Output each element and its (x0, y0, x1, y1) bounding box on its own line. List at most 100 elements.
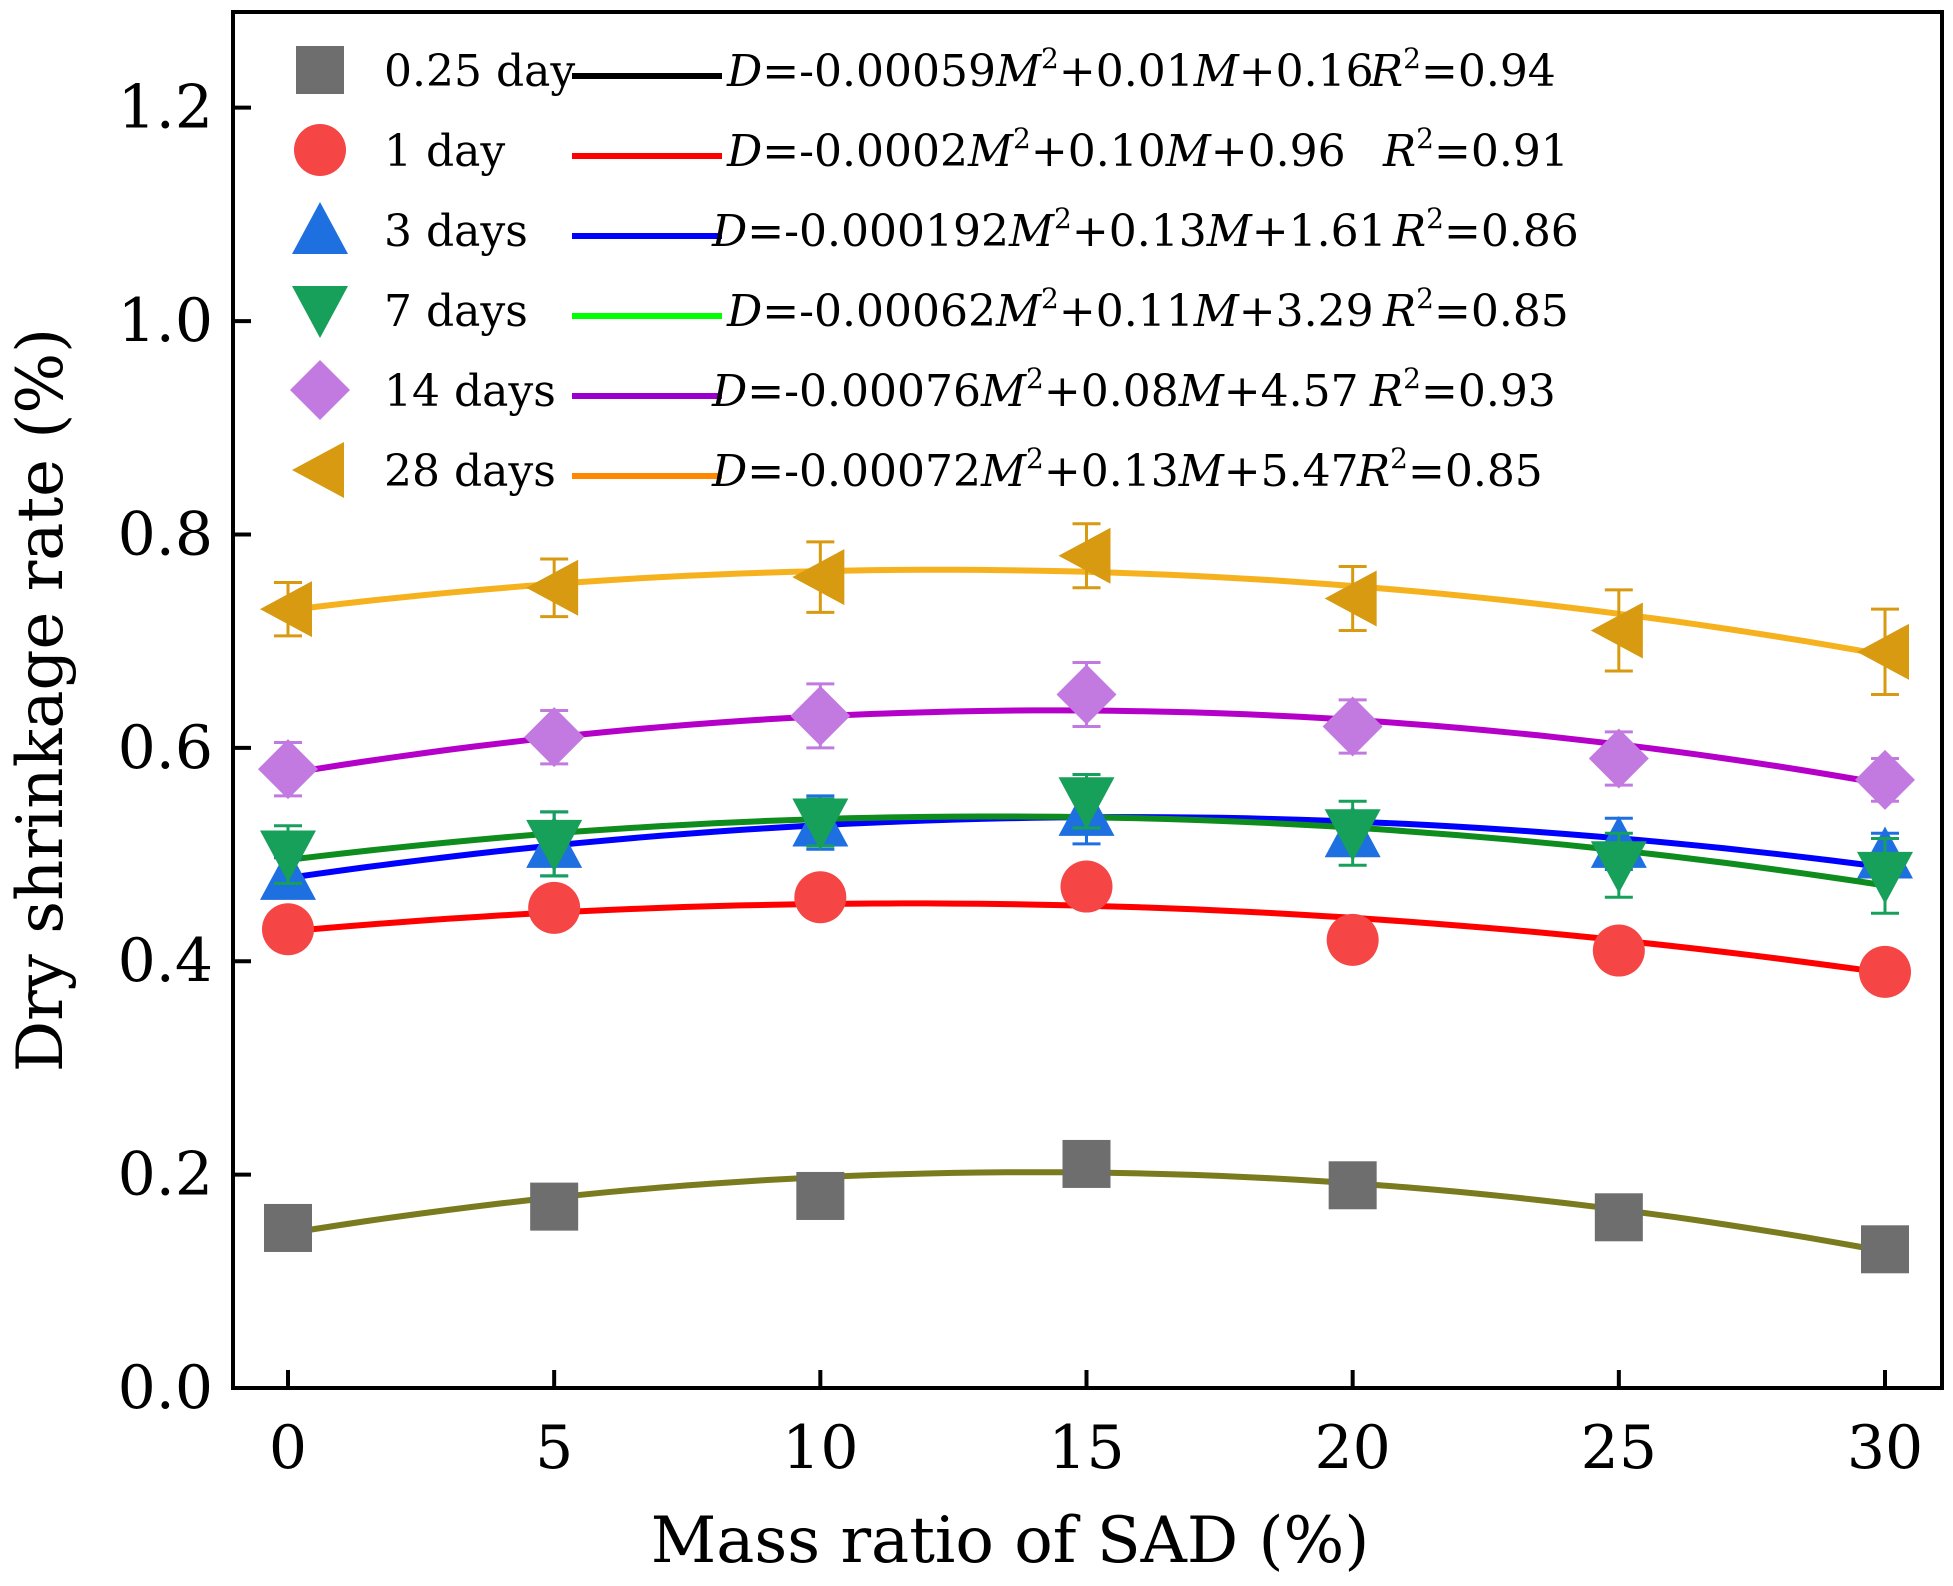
r2-part: R (1392, 206, 1426, 257)
equation-part: +3.29 (1239, 286, 1374, 337)
x-tick-label: 0 (269, 1413, 307, 1483)
fit-curve-1 (287, 900, 1886, 976)
legend-equation-5: D=-0.00072M2+0.13M+5.47 (711, 442, 1359, 497)
equation-part: +0.08 (1044, 366, 1179, 417)
r2-part: 2 (1390, 442, 1408, 475)
data-point (1056, 664, 1117, 725)
equation-part: +0.16 (1239, 46, 1374, 97)
equation-part: D (726, 46, 762, 97)
data-point (1060, 860, 1113, 913)
equation-part: 2 (1026, 362, 1044, 395)
data-point (1324, 570, 1377, 627)
equation-part: =-0.00062 (762, 286, 996, 337)
data-point (262, 903, 314, 956)
y-tick-label: 0.0 (118, 1353, 213, 1423)
data-point (530, 1182, 579, 1231)
equation-part: M (1193, 46, 1240, 97)
equation-part: +0.01 (1059, 46, 1194, 97)
data-point (1058, 527, 1111, 584)
equation-part: M (1206, 206, 1253, 257)
legend-marker-5 (292, 442, 344, 498)
y-tick-label: 0.2 (118, 1140, 213, 1210)
x-tick-label: 15 (1048, 1413, 1124, 1483)
data-point (1322, 696, 1383, 757)
legend-marker-3 (292, 286, 348, 338)
data-point (794, 871, 847, 924)
equation-part: 2 (1054, 202, 1072, 235)
legend-label-5: 28 days (384, 446, 556, 497)
r2-part: =0.94 (1421, 46, 1556, 97)
equation-part: +0.11 (1059, 286, 1194, 337)
equation-part: M (1178, 446, 1225, 497)
legend-r2-2: R2=0.86 (1392, 202, 1579, 257)
legend-marker-4 (290, 360, 350, 420)
x-tick-label: 20 (1314, 1413, 1390, 1483)
equation-part: M (980, 366, 1027, 417)
data-point (1326, 913, 1379, 966)
legend-marker-1 (294, 124, 346, 176)
r2-part: 2 (1416, 282, 1434, 315)
legend-marker-2 (292, 202, 348, 254)
data-point (792, 798, 849, 851)
legend-marker-0 (296, 46, 344, 94)
data-point (1324, 809, 1381, 862)
legend-equation-0: D=-0.00059M2+0.01M+0.16 (726, 42, 1374, 97)
equation-part: M (995, 286, 1042, 337)
equation-part: D (711, 446, 747, 497)
equation-part: +0.96 (1211, 126, 1346, 177)
y-tick-label: 0.6 (118, 713, 213, 783)
legend-label-1: 1 day (384, 126, 505, 177)
data-point (260, 830, 316, 883)
equation-part: +0.13 (1072, 206, 1207, 257)
equation-part: +4.57 (1224, 366, 1359, 417)
r2-part: R (1382, 286, 1416, 337)
equation-part: =-0.000192 (747, 206, 1009, 257)
equation-part: =-0.00072 (747, 446, 981, 497)
r2-part: 2 (1426, 202, 1444, 235)
equation-part: D (726, 126, 762, 177)
equation-part: M (995, 46, 1042, 97)
y-axis-title: Dry shrinkage rate (%) (4, 328, 78, 1072)
data-point (1062, 1139, 1111, 1188)
equation-part: M (967, 126, 1014, 177)
legend-r2-0: R2=0.94 (1369, 42, 1556, 97)
r2-part: =0.91 (1434, 126, 1569, 177)
data-point (526, 819, 583, 872)
equation-part: D (726, 286, 762, 337)
r2-part: =0.86 (1444, 206, 1579, 257)
r2-part: =0.93 (1421, 366, 1556, 417)
equation-part: 2 (1013, 122, 1031, 155)
r2-part: R (1382, 126, 1416, 177)
data-points (258, 522, 1915, 1274)
legend-label-3: 7 days (384, 286, 528, 337)
r2-part: R (1369, 366, 1403, 417)
data-point (1857, 851, 1913, 904)
data-point (1590, 602, 1643, 659)
legend-r2-1: R2=0.91 (1382, 122, 1569, 177)
data-point (264, 1203, 312, 1252)
equation-part: 2 (1026, 442, 1044, 475)
data-point (792, 549, 845, 606)
equation-part: =-0.0002 (762, 126, 968, 177)
equation-part: M (1193, 286, 1240, 337)
y-tick-label: 0.8 (118, 499, 213, 569)
equation-part: D (711, 366, 747, 417)
x-tick-label: 5 (535, 1413, 573, 1483)
x-tick-label: 25 (1581, 1413, 1657, 1483)
data-point (790, 685, 851, 746)
equation-part: =-0.00076 (747, 366, 981, 417)
equation-part: M (980, 446, 1027, 497)
r2-part: =0.85 (1434, 286, 1569, 337)
r2-part: 2 (1416, 122, 1434, 155)
data-point (1592, 924, 1645, 977)
r2-part: =0.85 (1408, 446, 1543, 497)
data-point (796, 1171, 845, 1220)
equation-part: 2 (1041, 282, 1059, 315)
y-tick-label: 0.4 (118, 926, 213, 996)
data-point (1861, 1225, 1909, 1274)
data-point (1594, 1193, 1643, 1242)
legend-equation-3: D=-0.00062M2+0.11M+3.29 (726, 282, 1374, 337)
data-point (1588, 728, 1649, 789)
y-tick-label: 1.0 (118, 286, 213, 356)
